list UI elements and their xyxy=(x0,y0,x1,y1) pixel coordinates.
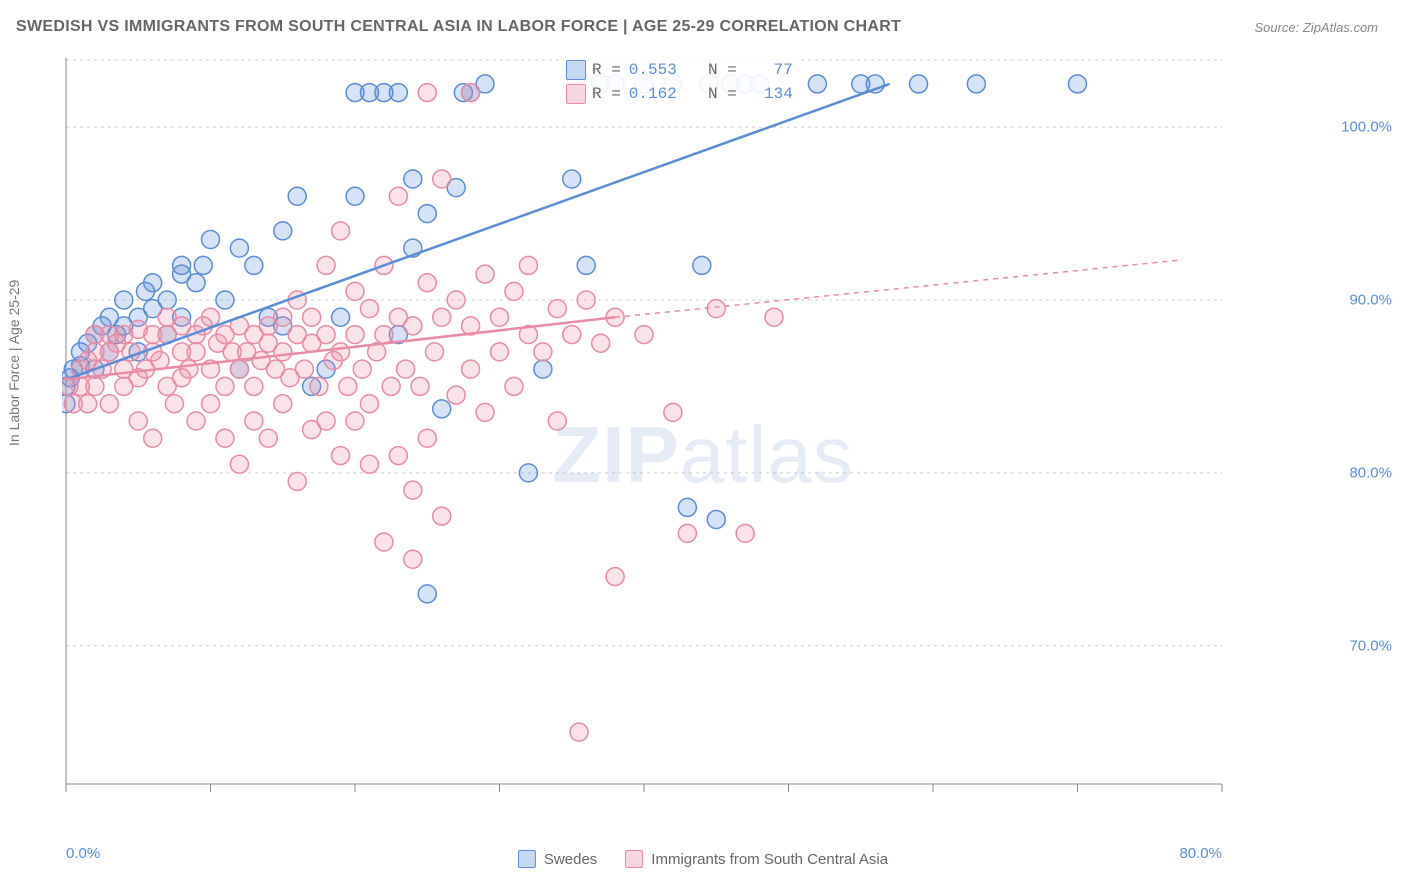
stat-n-value-immigrants: 134 xyxy=(743,85,793,103)
scatter-chart-svg xyxy=(62,54,1302,814)
source-attribution: Source: ZipAtlas.com xyxy=(1254,20,1378,35)
stat-n-label: N = xyxy=(708,61,737,79)
legend-label-immigrants: Immigrants from South Central Asia xyxy=(651,851,888,868)
stat-swatch-swedes xyxy=(566,60,586,80)
stat-n-label: N = xyxy=(708,85,737,103)
stat-r-label: R = xyxy=(592,61,621,79)
stat-r-value-immigrants: 0.162 xyxy=(627,85,677,103)
y-tick-label: 100.0% xyxy=(1341,119,1392,136)
legend-swatch-immigrants xyxy=(625,850,643,868)
bottom-legend: Swedes Immigrants from South Central Asi… xyxy=(518,850,888,868)
chart-area xyxy=(62,54,1302,814)
y-tick-label: 80.0% xyxy=(1349,464,1392,481)
y-axis-label: In Labor Force | Age 25-29 xyxy=(6,280,22,446)
stat-row-swedes: R = 0.553 N = 77 xyxy=(560,58,799,82)
x-tick-label: 0.0% xyxy=(66,845,100,862)
legend-item-swedes: Swedes xyxy=(518,850,597,868)
stat-r-value-swedes: 0.553 xyxy=(627,61,677,79)
y-tick-label: 70.0% xyxy=(1349,637,1392,654)
chart-title: SWEDISH VS IMMIGRANTS FROM SOUTH CENTRAL… xyxy=(16,18,901,36)
stat-r-label: R = xyxy=(592,85,621,103)
y-tick-label: 90.0% xyxy=(1349,292,1392,309)
correlation-stats-box: R = 0.553 N = 77 R = 0.162 N = 134 xyxy=(560,58,799,106)
legend-item-immigrants: Immigrants from South Central Asia xyxy=(625,850,888,868)
legend-swatch-swedes xyxy=(518,850,536,868)
stat-n-value-swedes: 77 xyxy=(743,61,793,79)
stat-row-immigrants: R = 0.162 N = 134 xyxy=(560,82,799,106)
legend-label-swedes: Swedes xyxy=(544,851,597,868)
stat-swatch-immigrants xyxy=(566,84,586,104)
x-tick-label: 80.0% xyxy=(1179,845,1222,862)
